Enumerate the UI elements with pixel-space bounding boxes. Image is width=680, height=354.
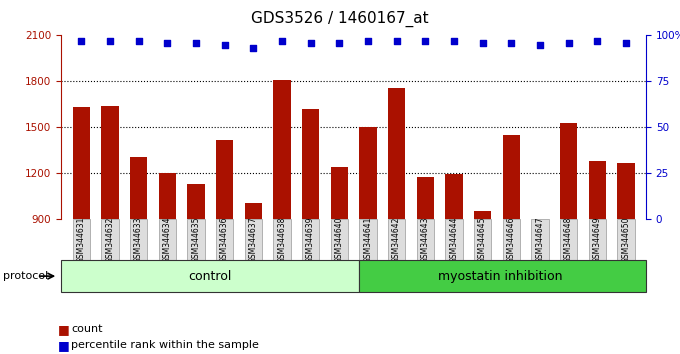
FancyBboxPatch shape [359,219,377,260]
Text: count: count [71,324,103,334]
FancyBboxPatch shape [245,219,262,260]
Bar [617,164,634,354]
FancyBboxPatch shape [130,219,147,260]
Text: GSM344647: GSM344647 [535,217,545,263]
Text: GSM344650: GSM344650 [622,217,630,263]
Point [248,45,258,51]
Bar [245,202,262,354]
Point [563,40,574,46]
Text: ■: ■ [58,323,69,336]
FancyBboxPatch shape [359,260,646,292]
Text: GSM344638: GSM344638 [277,217,286,263]
Text: GSM344640: GSM344640 [335,217,344,263]
Text: GSM344648: GSM344648 [564,217,573,263]
FancyBboxPatch shape [417,219,434,260]
Text: GSM344643: GSM344643 [421,217,430,263]
Bar [216,141,233,354]
FancyBboxPatch shape [302,219,319,260]
Bar [273,80,290,354]
Bar [417,177,434,354]
FancyBboxPatch shape [531,219,549,260]
Point [391,38,402,44]
Point [105,38,116,44]
Point [334,40,345,46]
Bar [445,174,462,354]
FancyBboxPatch shape [503,219,520,260]
Point [477,40,488,46]
Text: control: control [188,270,232,282]
FancyBboxPatch shape [187,219,205,260]
Point [162,40,173,46]
Text: GDS3526 / 1460167_at: GDS3526 / 1460167_at [251,11,429,27]
Text: ■: ■ [58,339,69,352]
Point [76,38,87,44]
Point [277,38,288,44]
Text: GSM344636: GSM344636 [220,217,229,263]
FancyBboxPatch shape [388,219,405,260]
FancyBboxPatch shape [560,219,577,260]
FancyBboxPatch shape [61,260,359,292]
Bar [330,167,348,354]
Text: GSM344642: GSM344642 [392,217,401,263]
Point [620,40,631,46]
Bar [187,184,205,354]
Bar [531,224,549,354]
Bar [130,156,147,354]
Text: myostatin inhibition: myostatin inhibition [437,270,562,282]
Bar [503,135,520,354]
Point [449,38,460,44]
Text: GSM344645: GSM344645 [478,217,487,263]
Bar [388,87,405,354]
Bar [560,123,577,354]
Text: GSM344635: GSM344635 [192,217,201,263]
FancyBboxPatch shape [617,219,634,260]
FancyBboxPatch shape [158,219,176,260]
Point [592,38,602,44]
Text: GSM344641: GSM344641 [363,217,373,263]
FancyBboxPatch shape [330,219,348,260]
Bar [302,109,319,354]
Point [305,40,316,46]
FancyBboxPatch shape [445,219,462,260]
Text: GSM344632: GSM344632 [105,217,114,263]
Point [534,42,545,47]
Text: percentile rank within the sample: percentile rank within the sample [71,340,259,350]
Bar [359,127,377,354]
FancyBboxPatch shape [216,219,233,260]
Bar [158,173,176,354]
Text: GSM344637: GSM344637 [249,217,258,263]
Bar [589,161,606,354]
Text: GSM344633: GSM344633 [134,217,143,263]
FancyBboxPatch shape [589,219,606,260]
FancyBboxPatch shape [273,219,290,260]
Text: GSM344644: GSM344644 [449,217,458,263]
Text: GSM344646: GSM344646 [507,217,515,263]
Point [362,38,373,44]
Text: GSM344631: GSM344631 [77,217,86,263]
Text: GSM344634: GSM344634 [163,217,172,263]
Point [420,38,430,44]
Bar [474,211,491,354]
Bar [73,107,90,354]
Point [133,38,144,44]
Point [219,42,230,47]
Text: protocol: protocol [3,271,49,281]
Bar [101,106,118,354]
Point [506,40,517,46]
FancyBboxPatch shape [101,219,118,260]
Point [190,40,201,46]
FancyBboxPatch shape [474,219,491,260]
FancyBboxPatch shape [73,219,90,260]
Text: GSM344649: GSM344649 [593,217,602,263]
Text: GSM344639: GSM344639 [306,217,315,263]
